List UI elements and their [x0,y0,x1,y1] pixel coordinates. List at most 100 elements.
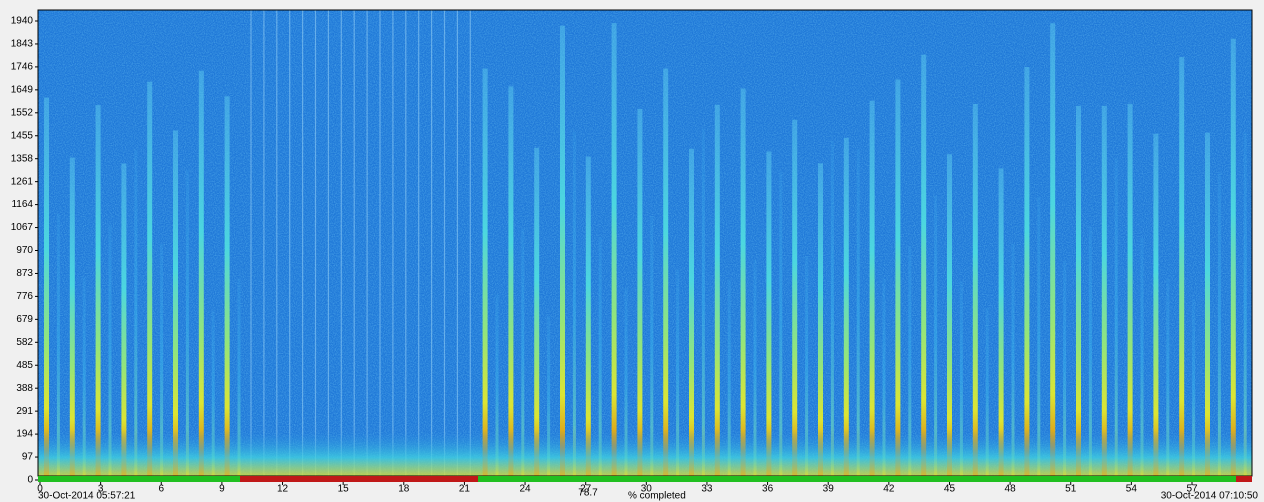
stripe [418,10,420,476]
stripes [44,10,1247,477]
stripe [1153,133,1159,476]
stripe [1011,243,1015,476]
stripe [856,149,860,476]
stripe [1101,105,1107,476]
stripe [160,243,164,476]
status-bar-alert [1236,476,1252,482]
stripe [82,277,86,476]
stripe [1063,261,1067,476]
stripe [392,10,394,476]
stripe [947,154,952,476]
x-tick-label: 27 [580,484,592,495]
x-tick-label: 18 [398,484,410,495]
stripe [560,25,565,476]
y-tick-label: 1843 [11,39,34,50]
stripe [921,54,927,476]
y-tick-label: 1358 [11,153,34,164]
stripe [1243,132,1247,477]
y-tick-label: 1067 [11,222,34,233]
stripe [740,88,746,477]
stripe [173,130,178,476]
stripe [95,105,101,476]
start-time: 30-Oct-2014 05:57:21 [38,491,136,502]
stripe [766,151,772,477]
stripe [805,255,809,476]
stripe [1230,38,1236,476]
stripe [572,132,576,476]
stripe [637,108,643,476]
progress-label: % completed [628,491,686,502]
x-tick-label: 15 [338,484,350,495]
stripe [211,310,215,476]
stripe [1217,172,1221,476]
stripe [353,10,355,476]
stripe [585,156,591,476]
y-tick-label: 873 [16,268,33,279]
x-tick-label: 21 [459,484,471,495]
stripe [934,195,938,477]
stripe [959,281,963,476]
stripe [289,10,291,476]
stripe [1076,105,1081,476]
y-tick-label: 970 [16,245,33,256]
x-tick-label: 45 [944,484,956,495]
stripe [276,10,278,476]
stripe [108,224,112,476]
y-tick-label: 679 [16,314,33,325]
y-tick-label: 485 [16,360,33,371]
x-tick-label: 54 [1126,484,1138,495]
stripe [302,10,304,476]
y-tick-label: 776 [16,291,33,302]
plot-noise [38,10,1252,476]
end-time: 30-Oct-2014 07:10:50 [1161,491,1259,502]
stripe [44,97,49,477]
x-tick-label: 39 [823,484,835,495]
stripe [1024,67,1030,477]
stripe [56,213,60,476]
x-tick-label: 3 [98,484,104,495]
stripe [495,294,499,476]
y-tick-label: 1455 [11,130,34,141]
stripe [508,86,514,477]
stripe [779,171,783,476]
stripe [727,279,731,476]
stripe [1127,103,1133,477]
stripe [405,10,407,476]
stripe [650,215,654,476]
stripe [263,10,265,476]
y-tick-label: 388 [16,383,33,394]
x-tick-label: 9 [219,484,225,495]
stripe [443,10,446,476]
x-tick-label: 24 [519,484,531,495]
x-tick-label: 30 [641,484,653,495]
x-tick-label: 36 [762,484,774,495]
stripe [224,96,230,477]
stripe [753,259,757,476]
stripe [701,128,705,476]
stripe [689,148,694,477]
stripe [1037,196,1041,476]
stripe [792,119,798,476]
stripe [185,169,189,476]
stripe [1192,299,1196,476]
stripe [482,68,488,476]
y-tick-label: 0 [27,475,33,486]
stripe [1140,238,1144,476]
x-tick-label: 33 [701,484,713,495]
progress-value: 78.7 [578,488,598,499]
y-tick-label: 97 [22,452,34,463]
stripe [1088,226,1092,476]
stripe [547,315,551,476]
stripe [611,23,617,476]
x-tick-label: 51 [1065,484,1077,495]
stripe [134,150,138,476]
y-tick-label: 194 [16,429,33,440]
stripe [624,288,628,476]
stripe [314,10,317,476]
stripe [998,168,1004,476]
y-tick-label: 1649 [11,84,34,95]
y-tick-label: 1746 [11,62,34,73]
stripe [895,79,901,476]
stripe [818,163,823,477]
